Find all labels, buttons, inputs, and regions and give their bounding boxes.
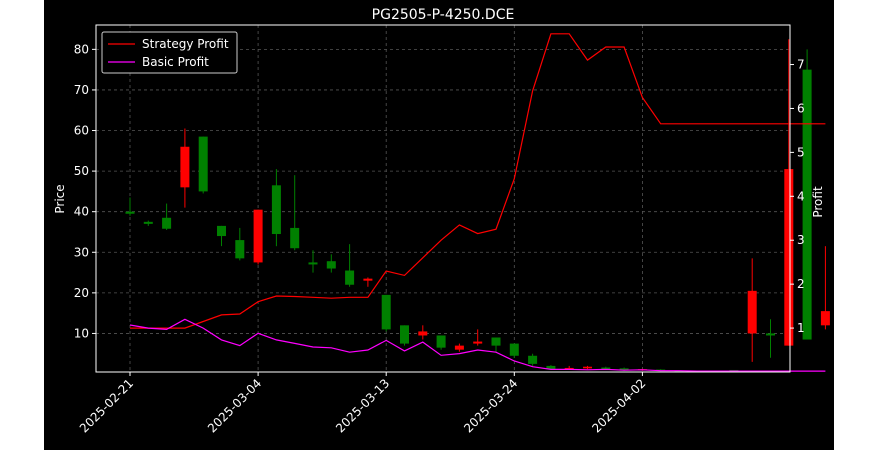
left-tick-label: 20 — [74, 286, 89, 300]
candle-body — [418, 331, 428, 336]
left-axis: 10 20 30 40 50 60 70 80 — [74, 42, 96, 340]
candle — [143, 220, 153, 226]
right-tick-label: 5 — [797, 145, 805, 159]
candle — [198, 136, 208, 194]
legend: Strategy Profit Basic Profit — [101, 31, 238, 74]
candle — [528, 353, 538, 366]
candle-body — [235, 240, 245, 259]
left-tick-label: 40 — [74, 205, 89, 219]
candle — [363, 277, 373, 287]
candle — [509, 343, 519, 358]
candle-body — [326, 261, 336, 269]
candle — [802, 49, 812, 340]
candle — [747, 258, 757, 362]
candle — [271, 169, 281, 247]
candle-body — [308, 262, 318, 265]
right-tick-label: 3 — [797, 233, 805, 247]
candle-body — [820, 311, 830, 326]
figure-background — [44, 0, 834, 450]
candle-body — [766, 333, 775, 336]
candle-body — [345, 270, 355, 285]
candle-body — [784, 169, 794, 346]
candle-body — [454, 345, 464, 350]
left-tick-label: 60 — [74, 124, 89, 138]
candle-body — [473, 341, 483, 344]
candle — [583, 365, 592, 370]
right-tick-label: 4 — [797, 189, 805, 203]
left-tick-label: 80 — [74, 42, 89, 56]
candle — [125, 197, 135, 216]
candle-body — [491, 337, 501, 346]
candle — [180, 128, 190, 208]
candle — [162, 203, 172, 230]
candle — [820, 246, 830, 330]
candle-body — [546, 365, 556, 370]
plot-frame — [95, 24, 791, 373]
candlesticks — [125, 39, 830, 372]
right-axis-label: Profit — [811, 186, 825, 218]
candle — [253, 209, 263, 265]
candle-body — [143, 221, 153, 224]
profit-lines — [129, 33, 826, 372]
candle-body — [528, 355, 538, 364]
left-tick-label: 30 — [74, 245, 89, 259]
candle-body — [162, 217, 172, 229]
candle-body — [747, 290, 757, 334]
candle-body — [601, 367, 611, 370]
candle-body — [125, 211, 135, 214]
strategy-profit-line — [130, 33, 826, 329]
right-axis: 1 2 3 4 5 6 7 — [790, 58, 805, 335]
right-tick-label: 7 — [797, 58, 805, 72]
candle — [400, 325, 409, 346]
candle-body — [802, 69, 812, 340]
candle-body — [381, 294, 391, 330]
candle — [454, 343, 464, 352]
candle-body — [400, 325, 409, 344]
left-tick-label: 70 — [74, 83, 89, 97]
candle-body — [674, 370, 684, 372]
candle-body — [436, 335, 446, 348]
legend-box — [101, 31, 238, 74]
candle-body — [363, 278, 373, 281]
candle-body — [619, 368, 629, 370]
left-axis-label: Price — [53, 184, 67, 213]
candle — [308, 250, 318, 273]
candle-body — [509, 343, 519, 356]
candle — [784, 39, 794, 346]
candle — [473, 329, 483, 346]
candle — [436, 335, 446, 350]
candle-body — [271, 185, 281, 235]
candle — [418, 325, 428, 340]
candle — [766, 319, 775, 358]
candle — [326, 254, 336, 273]
candle — [491, 337, 501, 352]
candle — [674, 370, 684, 372]
chart-title: PG2505-P-4250.DCE — [372, 7, 515, 23]
candle-body — [564, 367, 574, 370]
basic-profit-line — [129, 318, 826, 372]
candle-body — [253, 209, 263, 263]
candle-body — [217, 225, 226, 237]
candle-body — [583, 366, 592, 369]
right-tick-label: 1 — [797, 321, 805, 335]
candle — [290, 175, 300, 251]
candle-body — [180, 146, 190, 188]
left-tick-label: 10 — [74, 326, 89, 340]
candle — [235, 227, 245, 261]
candle — [217, 225, 226, 247]
candle — [345, 244, 355, 287]
candle-body — [198, 136, 208, 192]
left-tick-label: 50 — [74, 164, 89, 178]
right-tick-label: 2 — [797, 277, 805, 291]
candle-body — [290, 227, 300, 249]
legend-basic-label: Basic Profit — [142, 55, 209, 69]
legend-strategy-label: Strategy Profit — [142, 37, 229, 51]
candle — [381, 294, 391, 332]
right-tick-label: 6 — [797, 101, 805, 115]
